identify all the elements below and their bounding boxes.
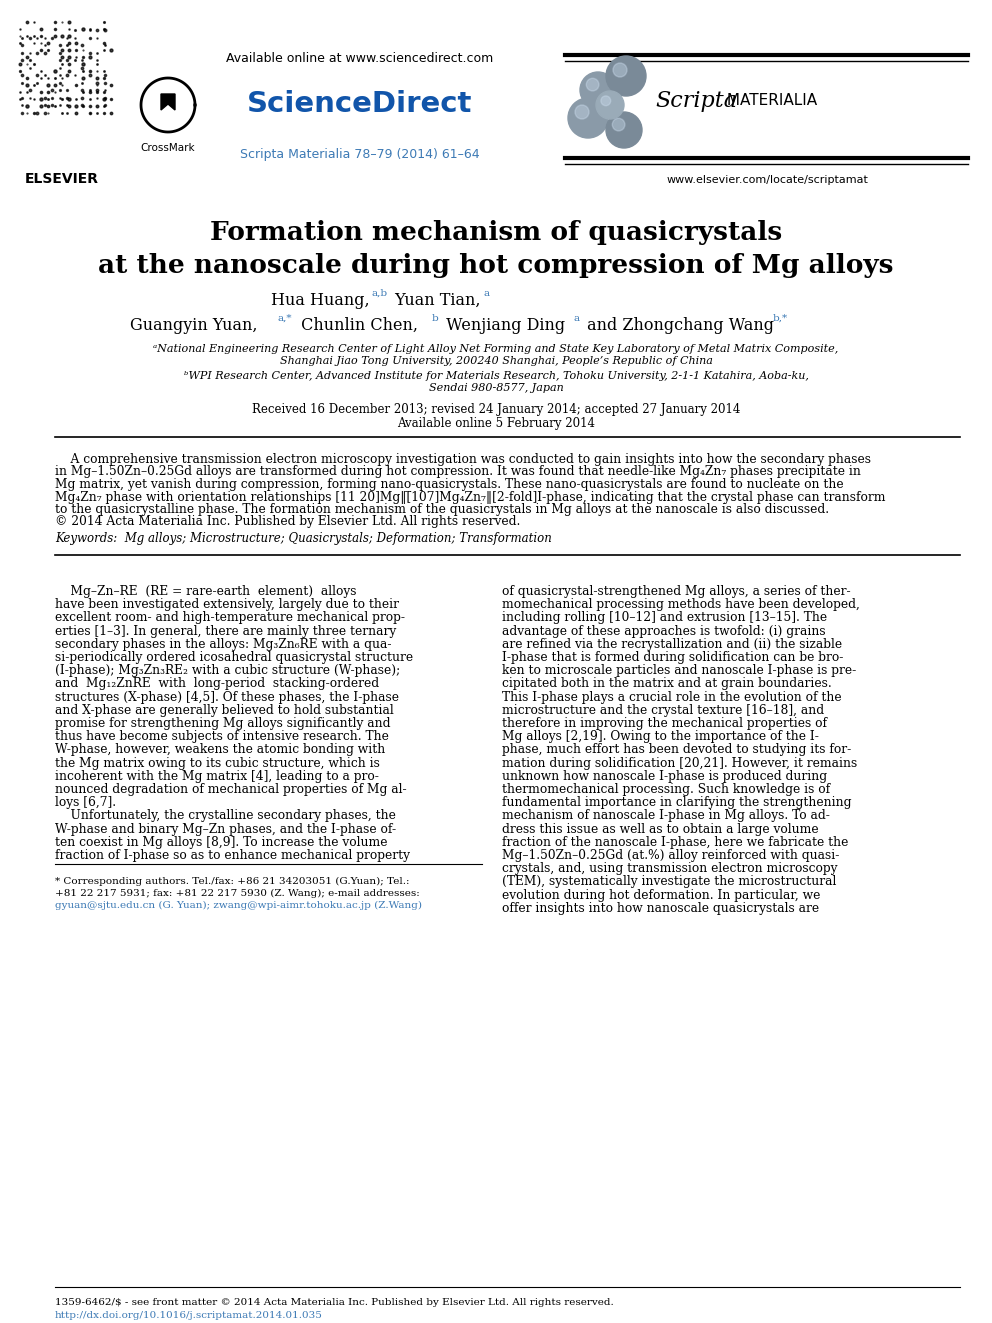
Text: in Mg–1.50Zn–0.25Gd alloys are transformed during hot compression. It was found : in Mg–1.50Zn–0.25Gd alloys are transform… <box>55 466 861 479</box>
Text: incoherent with the Mg matrix [4], leading to a pro-: incoherent with the Mg matrix [4], leadi… <box>55 770 379 783</box>
Text: promise for strengthening Mg alloys significantly and: promise for strengthening Mg alloys sign… <box>55 717 391 730</box>
Text: Hua Huang,: Hua Huang, <box>272 292 370 310</box>
Text: a: a <box>483 288 489 298</box>
Text: Mg–1.50Zn–0.25Gd (at.%) alloy reinforced with quasi-: Mg–1.50Zn–0.25Gd (at.%) alloy reinforced… <box>502 849 839 863</box>
Polygon shape <box>161 94 175 110</box>
Text: +81 22 217 5931; fax: +81 22 217 5930 (Z. Wang); e-mail addresses:: +81 22 217 5931; fax: +81 22 217 5930 (Z… <box>55 889 420 898</box>
Circle shape <box>606 112 642 148</box>
Text: Mg matrix, yet vanish during compression, forming nano-quasicrystals. These nano: Mg matrix, yet vanish during compression… <box>55 478 843 491</box>
Text: the Mg matrix owing to its cubic structure, which is: the Mg matrix owing to its cubic structu… <box>55 757 380 770</box>
Text: loys [6,7].: loys [6,7]. <box>55 796 116 810</box>
Text: thermomechanical processing. Such knowledge is of: thermomechanical processing. Such knowle… <box>502 783 830 796</box>
Text: (TEM), systematically investigate the microstructural: (TEM), systematically investigate the mi… <box>502 876 836 889</box>
Text: of quasicrystal-strengthened Mg alloys, a series of ther-: of quasicrystal-strengthened Mg alloys, … <box>502 585 850 598</box>
Text: a,*: a,* <box>278 314 293 323</box>
Text: Scripta Materialia 78–79 (2014) 61–64: Scripta Materialia 78–79 (2014) 61–64 <box>240 148 480 161</box>
Text: W-phase and binary Mg–Zn phases, and the I-phase of-: W-phase and binary Mg–Zn phases, and the… <box>55 823 396 836</box>
Text: Keywords:  Mg alloys; Microstructure; Quasicrystals; Deformation; Transformation: Keywords: Mg alloys; Microstructure; Qua… <box>55 532 552 545</box>
Text: Mg alloys [2,19]. Owing to the importance of the I-: Mg alloys [2,19]. Owing to the importanc… <box>502 730 818 744</box>
Text: fraction of the nanoscale I-phase, here we fabricate the: fraction of the nanoscale I-phase, here … <box>502 836 848 849</box>
Text: Mg–Zn–RE  (RE = rare-earth  element)  alloys: Mg–Zn–RE (RE = rare-earth element) alloy… <box>55 585 356 598</box>
Text: excellent room- and high-temperature mechanical prop-: excellent room- and high-temperature mec… <box>55 611 405 624</box>
Text: Wenjiang Ding: Wenjiang Ding <box>441 318 565 333</box>
Text: and  Mg₁₂ZnRE  with  long-period  stacking-ordered: and Mg₁₂ZnRE with long-period stacking-o… <box>55 677 379 691</box>
Text: b: b <box>432 314 438 323</box>
Text: have been investigated extensively, largely due to their: have been investigated extensively, larg… <box>55 598 399 611</box>
Text: unknown how nanoscale I-phase is produced during: unknown how nanoscale I-phase is produce… <box>502 770 827 783</box>
Text: gyuan@sjtu.edu.cn (G. Yuan); zwang@wpi-aimr.tohoku.ac.jp (Z.Wang): gyuan@sjtu.edu.cn (G. Yuan); zwang@wpi-a… <box>55 901 422 910</box>
Circle shape <box>613 64 627 77</box>
Text: Chunlin Chen,: Chunlin Chen, <box>296 318 418 333</box>
Text: microstructure and the crystal texture [16–18], and: microstructure and the crystal texture [… <box>502 704 824 717</box>
Text: www.elsevier.com/locate/scriptamat: www.elsevier.com/locate/scriptamat <box>666 175 868 185</box>
Text: Received 16 December 2013; revised 24 January 2014; accepted 27 January 2014: Received 16 December 2013; revised 24 Ja… <box>252 404 740 415</box>
Text: fundamental importance in clarifying the strengthening: fundamental importance in clarifying the… <box>502 796 851 810</box>
Text: nounced degradation of mechanical properties of Mg al-: nounced degradation of mechanical proper… <box>55 783 407 796</box>
Circle shape <box>612 118 625 131</box>
Text: * Corresponding authors. Tel./fax: +86 21 34203051 (G.Yuan); Tel.:: * Corresponding authors. Tel./fax: +86 2… <box>55 877 410 886</box>
Circle shape <box>580 71 616 108</box>
Text: a,b: a,b <box>371 288 387 298</box>
Text: This I-phase plays a crucial role in the evolution of the: This I-phase plays a crucial role in the… <box>502 691 841 704</box>
Text: si-periodically ordered icosahedral quasicrystal structure: si-periodically ordered icosahedral quas… <box>55 651 413 664</box>
Text: Yuan Tian,: Yuan Tian, <box>390 292 480 310</box>
Text: Guangyin Yuan,: Guangyin Yuan, <box>130 318 258 333</box>
Text: mation during solidification [20,21]. However, it remains: mation during solidification [20,21]. Ho… <box>502 757 857 770</box>
Text: ᵃNational Engineering Research Center of Light Alloy Net Forming and State Key L: ᵃNational Engineering Research Center of… <box>154 344 838 355</box>
Text: fraction of I-phase so as to enhance mechanical property: fraction of I-phase so as to enhance mec… <box>55 849 410 863</box>
Text: a: a <box>573 314 579 323</box>
Text: Mg₄Zn₇ phase with orientation relationships [11 20]Mg‖[̅107]Mg₄Zn₇‖[2-fold]I-pha: Mg₄Zn₇ phase with orientation relationsh… <box>55 491 886 504</box>
Text: dress this issue as well as to obtain a large volume: dress this issue as well as to obtain a … <box>502 823 818 836</box>
Text: crystals, and, using transmission electron microscopy: crystals, and, using transmission electr… <box>502 863 837 876</box>
Text: advantage of these approaches is twofold: (i) grains: advantage of these approaches is twofold… <box>502 624 825 638</box>
Text: and Zhongchang Wang: and Zhongchang Wang <box>582 318 774 333</box>
Text: evolution during hot deformation. In particular, we: evolution during hot deformation. In par… <box>502 889 820 901</box>
Circle shape <box>568 98 608 138</box>
Text: Unfortunately, the crystalline secondary phases, the: Unfortunately, the crystalline secondary… <box>55 810 396 823</box>
Text: CrossMark: CrossMark <box>141 143 195 153</box>
Text: mechanism of nanoscale I-phase in Mg alloys. To ad-: mechanism of nanoscale I-phase in Mg all… <box>502 810 830 823</box>
Text: Sendai 980-8577, Japan: Sendai 980-8577, Japan <box>429 382 563 393</box>
Text: Shanghai Jiao Tong University, 200240 Shanghai, People’s Republic of China: Shanghai Jiao Tong University, 200240 Sh… <box>280 356 712 366</box>
Text: W-phase, however, weakens the atomic bonding with: W-phase, however, weakens the atomic bon… <box>55 744 385 757</box>
Circle shape <box>606 56 646 97</box>
Text: phase, much effort has been devoted to studying its for-: phase, much effort has been devoted to s… <box>502 744 851 757</box>
Text: thus have become subjects of intensive research. The: thus have become subjects of intensive r… <box>55 730 389 744</box>
Text: ten coexist in Mg alloys [8,9]. To increase the volume: ten coexist in Mg alloys [8,9]. To incre… <box>55 836 388 849</box>
Text: 1359-6462/$ - see front matter © 2014 Acta Materialia Inc. Published by Elsevier: 1359-6462/$ - see front matter © 2014 Ac… <box>55 1298 614 1307</box>
Text: I-phase that is formed during solidification can be bro-: I-phase that is formed during solidifica… <box>502 651 843 664</box>
Text: ken to microscale particles and nanoscale I-phase is pre-: ken to microscale particles and nanoscal… <box>502 664 856 677</box>
Text: therefore in improving the mechanical properties of: therefore in improving the mechanical pr… <box>502 717 827 730</box>
Text: and X-phase are generally believed to hold substantial: and X-phase are generally believed to ho… <box>55 704 394 717</box>
Text: secondary phases in the alloys: Mg₃Zn₆RE with a qua-: secondary phases in the alloys: Mg₃Zn₆RE… <box>55 638 392 651</box>
Text: erties [1–3]. In general, there are mainly three ternary: erties [1–3]. In general, there are main… <box>55 624 396 638</box>
Text: http://dx.doi.org/10.1016/j.scriptamat.2014.01.035: http://dx.doi.org/10.1016/j.scriptamat.2… <box>55 1311 322 1320</box>
Text: © 2014 Acta Materialia Inc. Published by Elsevier Ltd. All rights reserved.: © 2014 Acta Materialia Inc. Published by… <box>55 516 521 528</box>
Text: momechanical processing methods have been developed,: momechanical processing methods have bee… <box>502 598 860 611</box>
Text: including rolling [10–12] and extrusion [13–15]. The: including rolling [10–12] and extrusion … <box>502 611 827 624</box>
Text: ᵇWPI Research Center, Advanced Institute for Materials Research, Tohoku Universi: ᵇWPI Research Center, Advanced Institute… <box>184 370 808 381</box>
Text: to the quasicrystalline phase. The formation mechanism of the quasicrystals in M: to the quasicrystalline phase. The forma… <box>55 503 829 516</box>
Text: ELSEVIER: ELSEVIER <box>25 172 99 187</box>
Text: MATERIALIA: MATERIALIA <box>722 93 817 108</box>
Circle shape <box>601 95 611 106</box>
Text: ScienceDirect: ScienceDirect <box>247 90 472 118</box>
Text: (I-phase); Mg₃Zn₃RE₂ with a cubic structure (W-phase);: (I-phase); Mg₃Zn₃RE₂ with a cubic struct… <box>55 664 400 677</box>
Circle shape <box>596 91 624 119</box>
Text: cipitated both in the matrix and at grain boundaries.: cipitated both in the matrix and at grai… <box>502 677 831 691</box>
Circle shape <box>586 78 599 91</box>
Text: A comprehensive transmission electron microscopy investigation was conducted to : A comprehensive transmission electron mi… <box>55 452 871 466</box>
Text: offer insights into how nanoscale quasicrystals are: offer insights into how nanoscale quasic… <box>502 902 819 914</box>
Text: b,*: b,* <box>773 314 788 323</box>
Text: are refined via the recrystallization and (ii) the sizable: are refined via the recrystallization an… <box>502 638 842 651</box>
Text: Available online at www.sciencedirect.com: Available online at www.sciencedirect.co… <box>226 52 494 65</box>
Text: at the nanoscale during hot compression of Mg alloys: at the nanoscale during hot compression … <box>98 253 894 278</box>
Text: Available online 5 February 2014: Available online 5 February 2014 <box>397 417 595 430</box>
Text: Scripta: Scripta <box>655 90 737 112</box>
Text: structures (X-phase) [4,5]. Of these phases, the I-phase: structures (X-phase) [4,5]. Of these pha… <box>55 691 399 704</box>
Circle shape <box>575 105 589 119</box>
Text: Formation mechanism of quasicrystals: Formation mechanism of quasicrystals <box>210 220 782 245</box>
